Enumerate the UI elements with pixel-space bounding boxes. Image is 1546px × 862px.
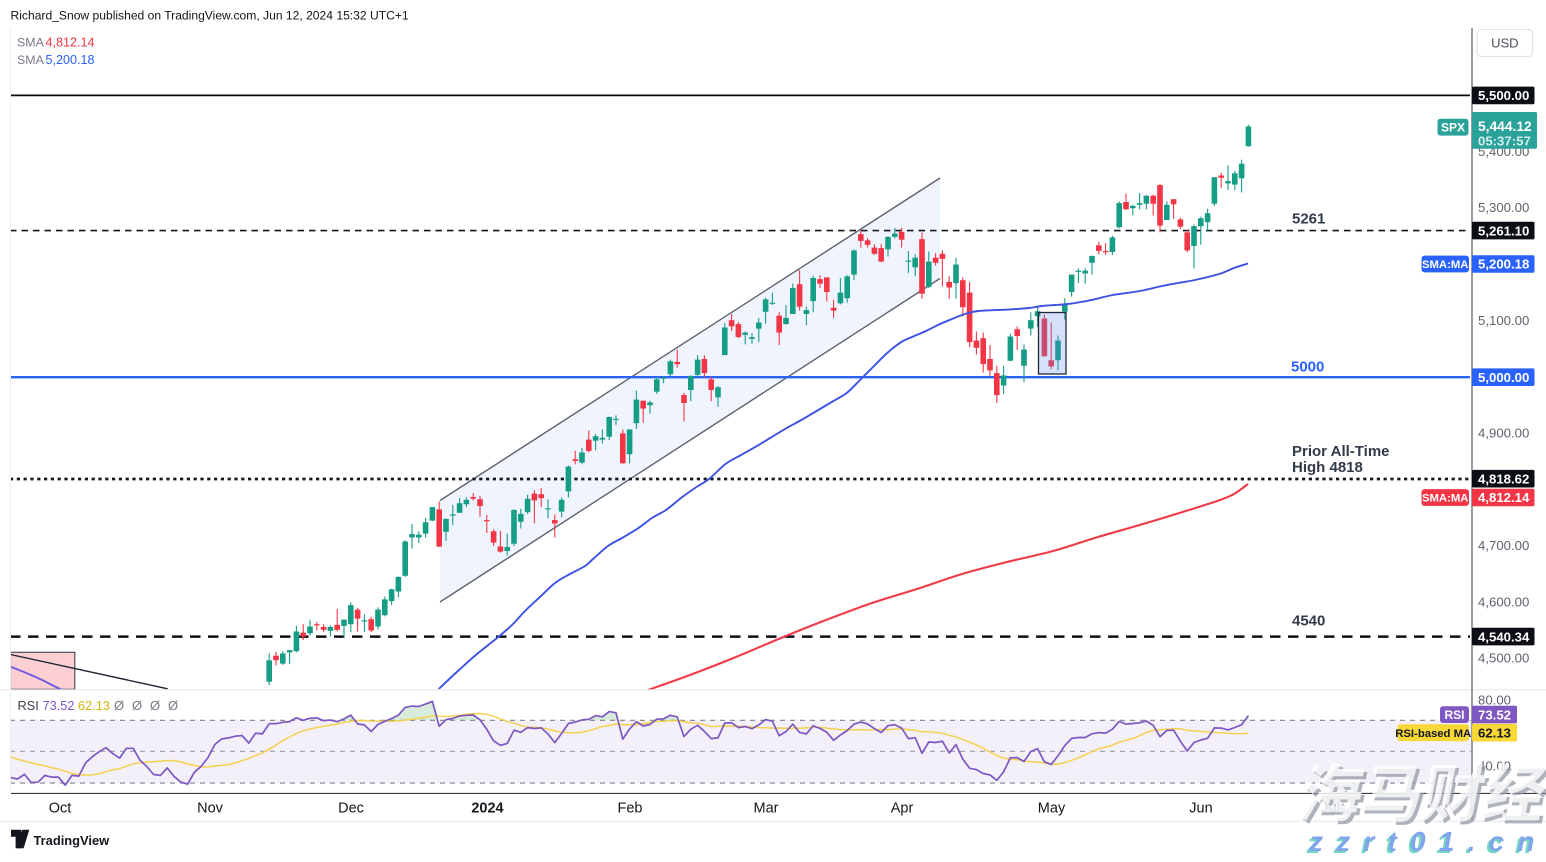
svg-text:2024: 2024	[471, 801, 503, 817]
svg-text:Oct: Oct	[49, 801, 72, 817]
svg-text:73.52: 73.52	[43, 698, 75, 713]
svg-text:5,200.18: 5,200.18	[46, 53, 95, 67]
svg-text:4,818.62: 4,818.62	[1478, 471, 1529, 486]
svg-text:May: May	[1038, 801, 1066, 817]
svg-text:Nov: Nov	[197, 801, 224, 817]
svg-text:5,300.00: 5,300.00	[1478, 200, 1529, 215]
svg-text:High 4818: High 4818	[1292, 459, 1363, 476]
svg-text:RSI-based MA: RSI-based MA	[1395, 728, 1471, 740]
svg-text:Jun: Jun	[1189, 801, 1212, 817]
svg-text:4,540.34: 4,540.34	[1478, 629, 1530, 644]
svg-text:62.13: 62.13	[1478, 725, 1511, 740]
svg-text:SMA: SMA	[17, 36, 45, 50]
svg-text:Ø: Ø	[114, 698, 124, 713]
svg-text:4,600.00: 4,600.00	[1478, 594, 1529, 609]
svg-text:USD: USD	[1491, 36, 1518, 51]
svg-text:Feb: Feb	[618, 801, 643, 817]
svg-text:5,000.00: 5,000.00	[1478, 370, 1529, 385]
svg-text:05:37:57: 05:37:57	[1478, 134, 1531, 149]
svg-text:5,261.10: 5,261.10	[1478, 223, 1529, 238]
svg-text:62.13: 62.13	[78, 698, 110, 713]
svg-text:Ø: Ø	[132, 698, 142, 713]
svg-text:zzrt01.cn: zzrt01.cn	[1308, 826, 1546, 857]
svg-text:RSI: RSI	[1444, 708, 1464, 722]
svg-text:4,700.00: 4,700.00	[1478, 538, 1529, 553]
svg-text:Richard_Snow published on Trad: Richard_Snow published on TradingView.co…	[11, 8, 409, 22]
svg-text:5000: 5000	[1291, 359, 1324, 376]
svg-text:5,200.18: 5,200.18	[1478, 257, 1529, 272]
svg-text:SMA: SMA	[17, 53, 45, 67]
svg-text:4,500.00: 4,500.00	[1478, 651, 1529, 666]
svg-text:4,812.14: 4,812.14	[1478, 490, 1530, 505]
svg-text:Ø: Ø	[150, 698, 160, 713]
svg-text:Mar: Mar	[754, 801, 779, 817]
svg-text:Dec: Dec	[338, 801, 364, 817]
svg-text:80.00: 80.00	[1478, 692, 1511, 707]
svg-text:5261: 5261	[1292, 211, 1325, 228]
svg-text:4,900.00: 4,900.00	[1478, 426, 1529, 441]
svg-text:SMA:MA: SMA:MA	[1422, 259, 1468, 271]
svg-text:Prior All-Time: Prior All-Time	[1292, 443, 1390, 460]
svg-text:SPX: SPX	[1441, 120, 1465, 134]
svg-text:RSI: RSI	[18, 698, 39, 713]
svg-text:Ø: Ø	[168, 698, 178, 713]
svg-text:4,812.14: 4,812.14	[46, 36, 95, 50]
svg-text:4540: 4540	[1292, 613, 1325, 630]
svg-text:5,100.00: 5,100.00	[1478, 313, 1529, 328]
svg-text:Apr: Apr	[891, 801, 914, 817]
svg-text:zzrt01.cn: zzrt01.cn	[1306, 828, 1546, 857]
svg-text:TradingView: TradingView	[34, 833, 111, 848]
svg-text:73.52: 73.52	[1478, 707, 1511, 722]
svg-text:5,500.00: 5,500.00	[1478, 88, 1529, 103]
svg-text:5,444.12: 5,444.12	[1478, 119, 1532, 134]
svg-text:SMA:MA: SMA:MA	[1422, 493, 1468, 505]
